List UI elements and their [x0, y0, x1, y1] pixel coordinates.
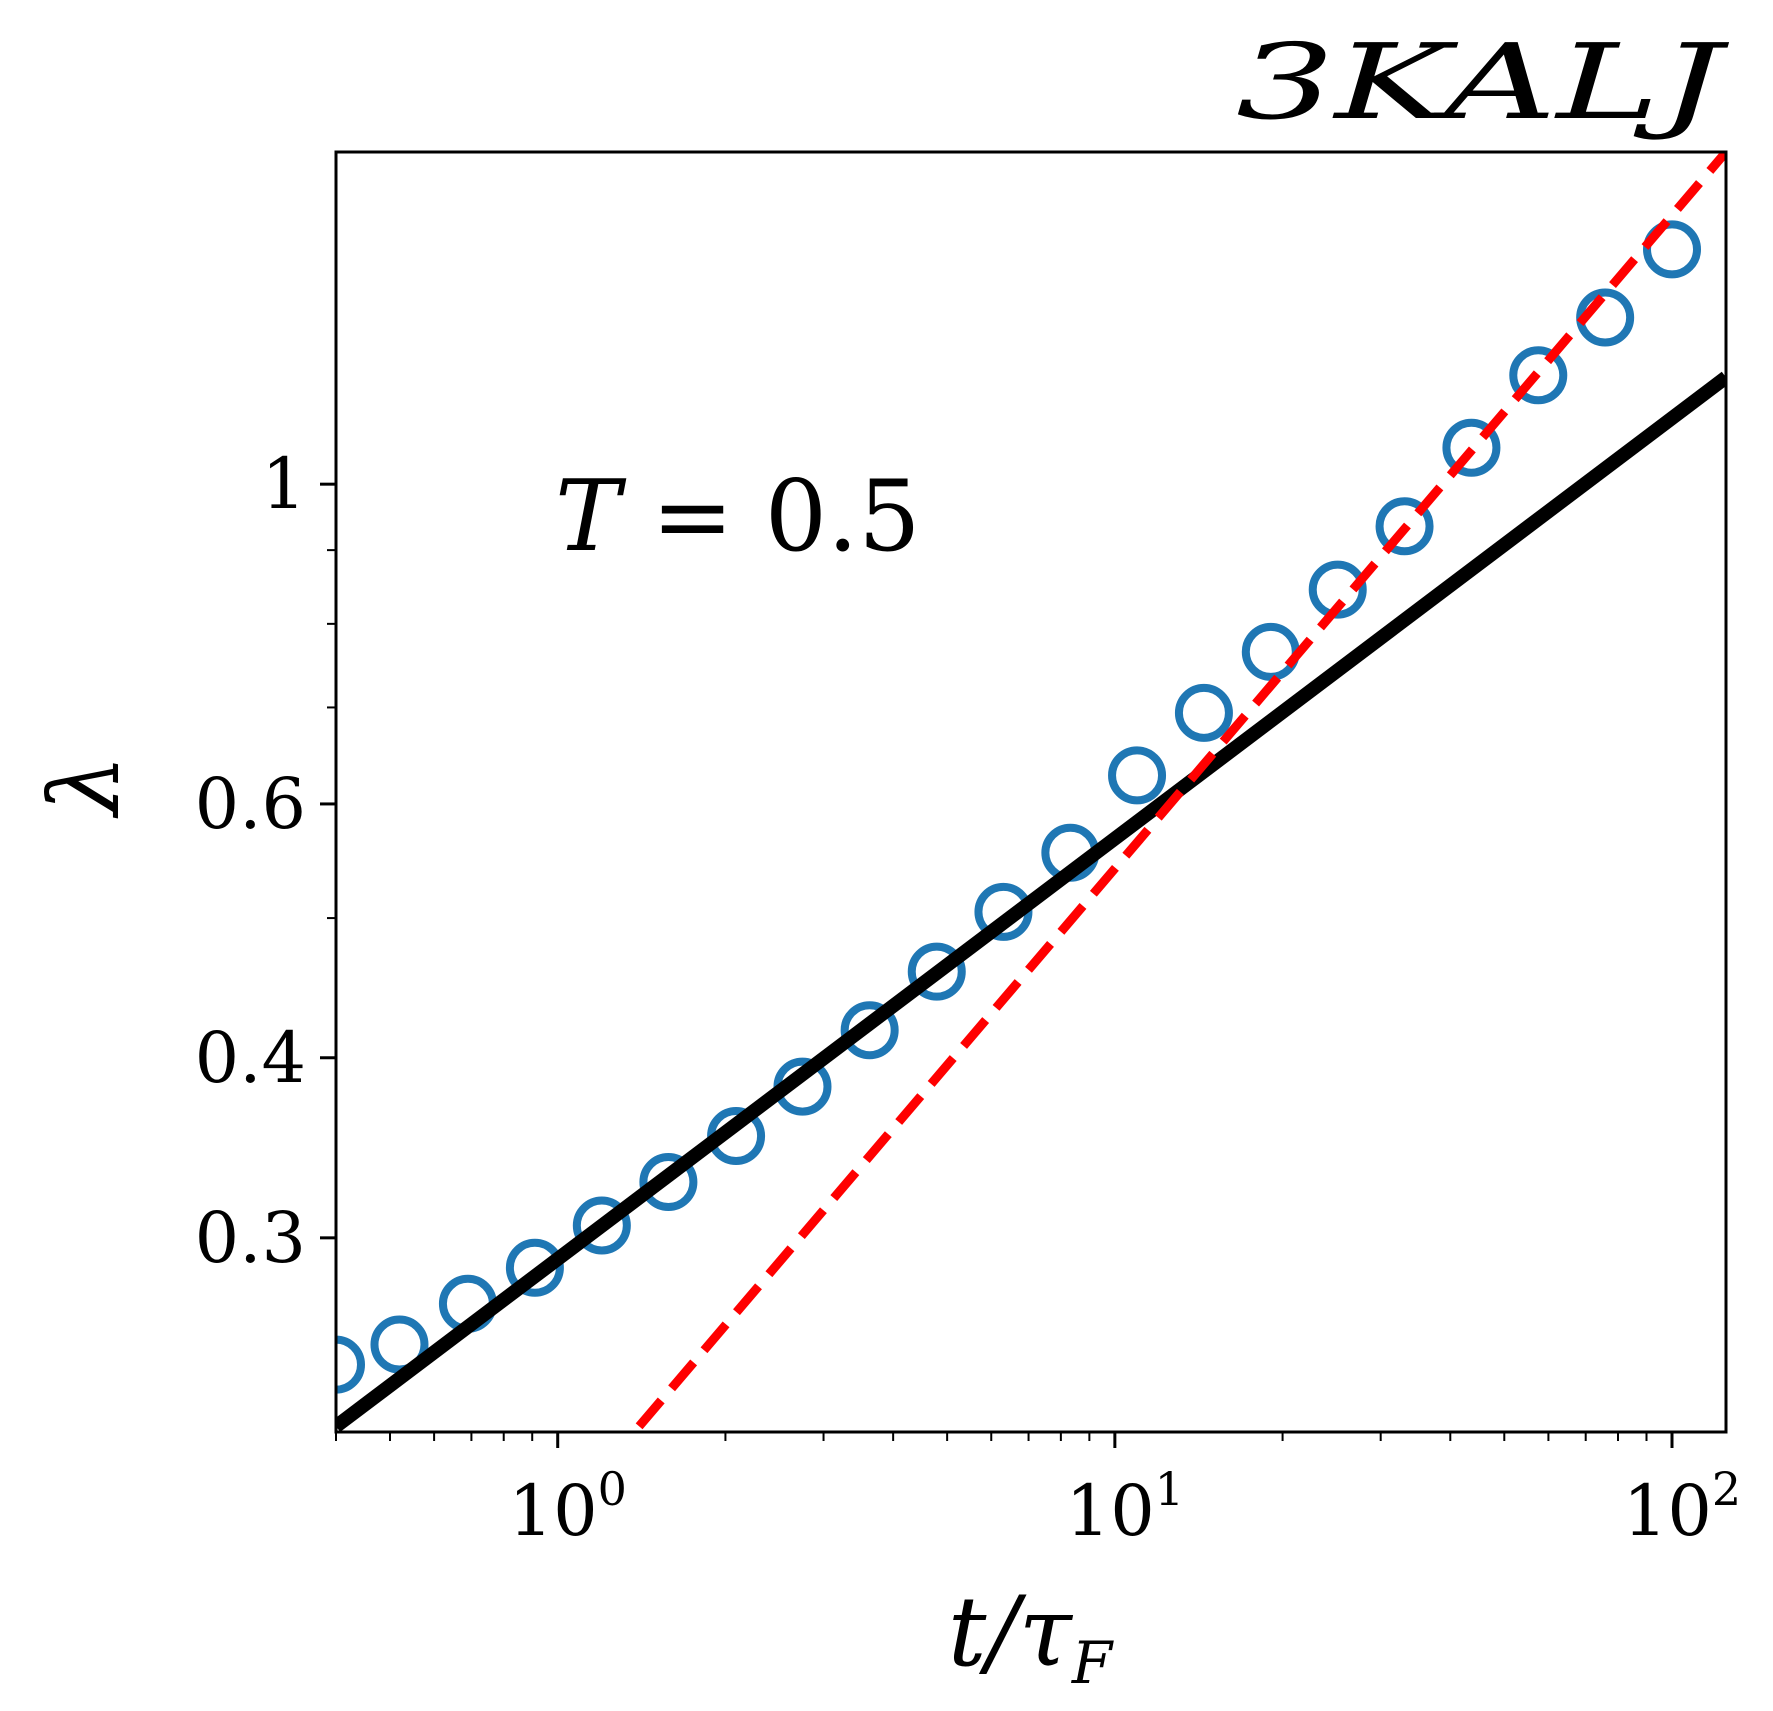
data-point	[336, 1335, 365, 1394]
series-data	[336, 220, 1702, 1394]
x-axis-label: t/τF	[948, 1576, 1114, 1697]
x-axis-ticks: 100 101 102	[335, 1432, 1741, 1552]
data-point	[572, 1196, 631, 1255]
fit-short-time-line	[336, 371, 1726, 1432]
data-point	[1308, 560, 1367, 619]
data-point	[1241, 622, 1300, 681]
data-point	[505, 1238, 564, 1297]
y-tick-label: 0.6	[195, 763, 306, 845]
fit-long-time-line	[635, 152, 1726, 1430]
x-tick-label: 100	[509, 1462, 627, 1552]
y-tick-label: 1	[261, 443, 306, 525]
data-point	[1375, 497, 1434, 556]
data-point	[370, 1315, 429, 1374]
plot-frame	[334, 150, 1728, 1434]
plot-area	[336, 152, 1726, 1432]
x-tick-label: 102	[1623, 1462, 1741, 1552]
y-tick-label: 0.3	[195, 1197, 306, 1279]
y-tick-label: 0.4	[195, 1017, 306, 1099]
chart-title: 3KALJ	[1236, 21, 1730, 143]
data-point	[639, 1152, 698, 1211]
data-point	[907, 942, 966, 1001]
temperature-annotation: T = 0.5	[555, 460, 921, 574]
y-axis-label: λ	[29, 755, 141, 820]
y-axis-ticks: 0.3 0.4 0.6 1	[195, 443, 336, 1279]
data-point	[840, 1001, 899, 1060]
data-point	[1108, 746, 1167, 805]
data-point	[1442, 418, 1501, 477]
x-tick-label: 101	[1066, 1462, 1184, 1552]
data-point	[1643, 220, 1702, 279]
data-point	[1509, 346, 1568, 405]
series-lines	[336, 152, 1726, 1432]
data-point	[1174, 683, 1233, 742]
